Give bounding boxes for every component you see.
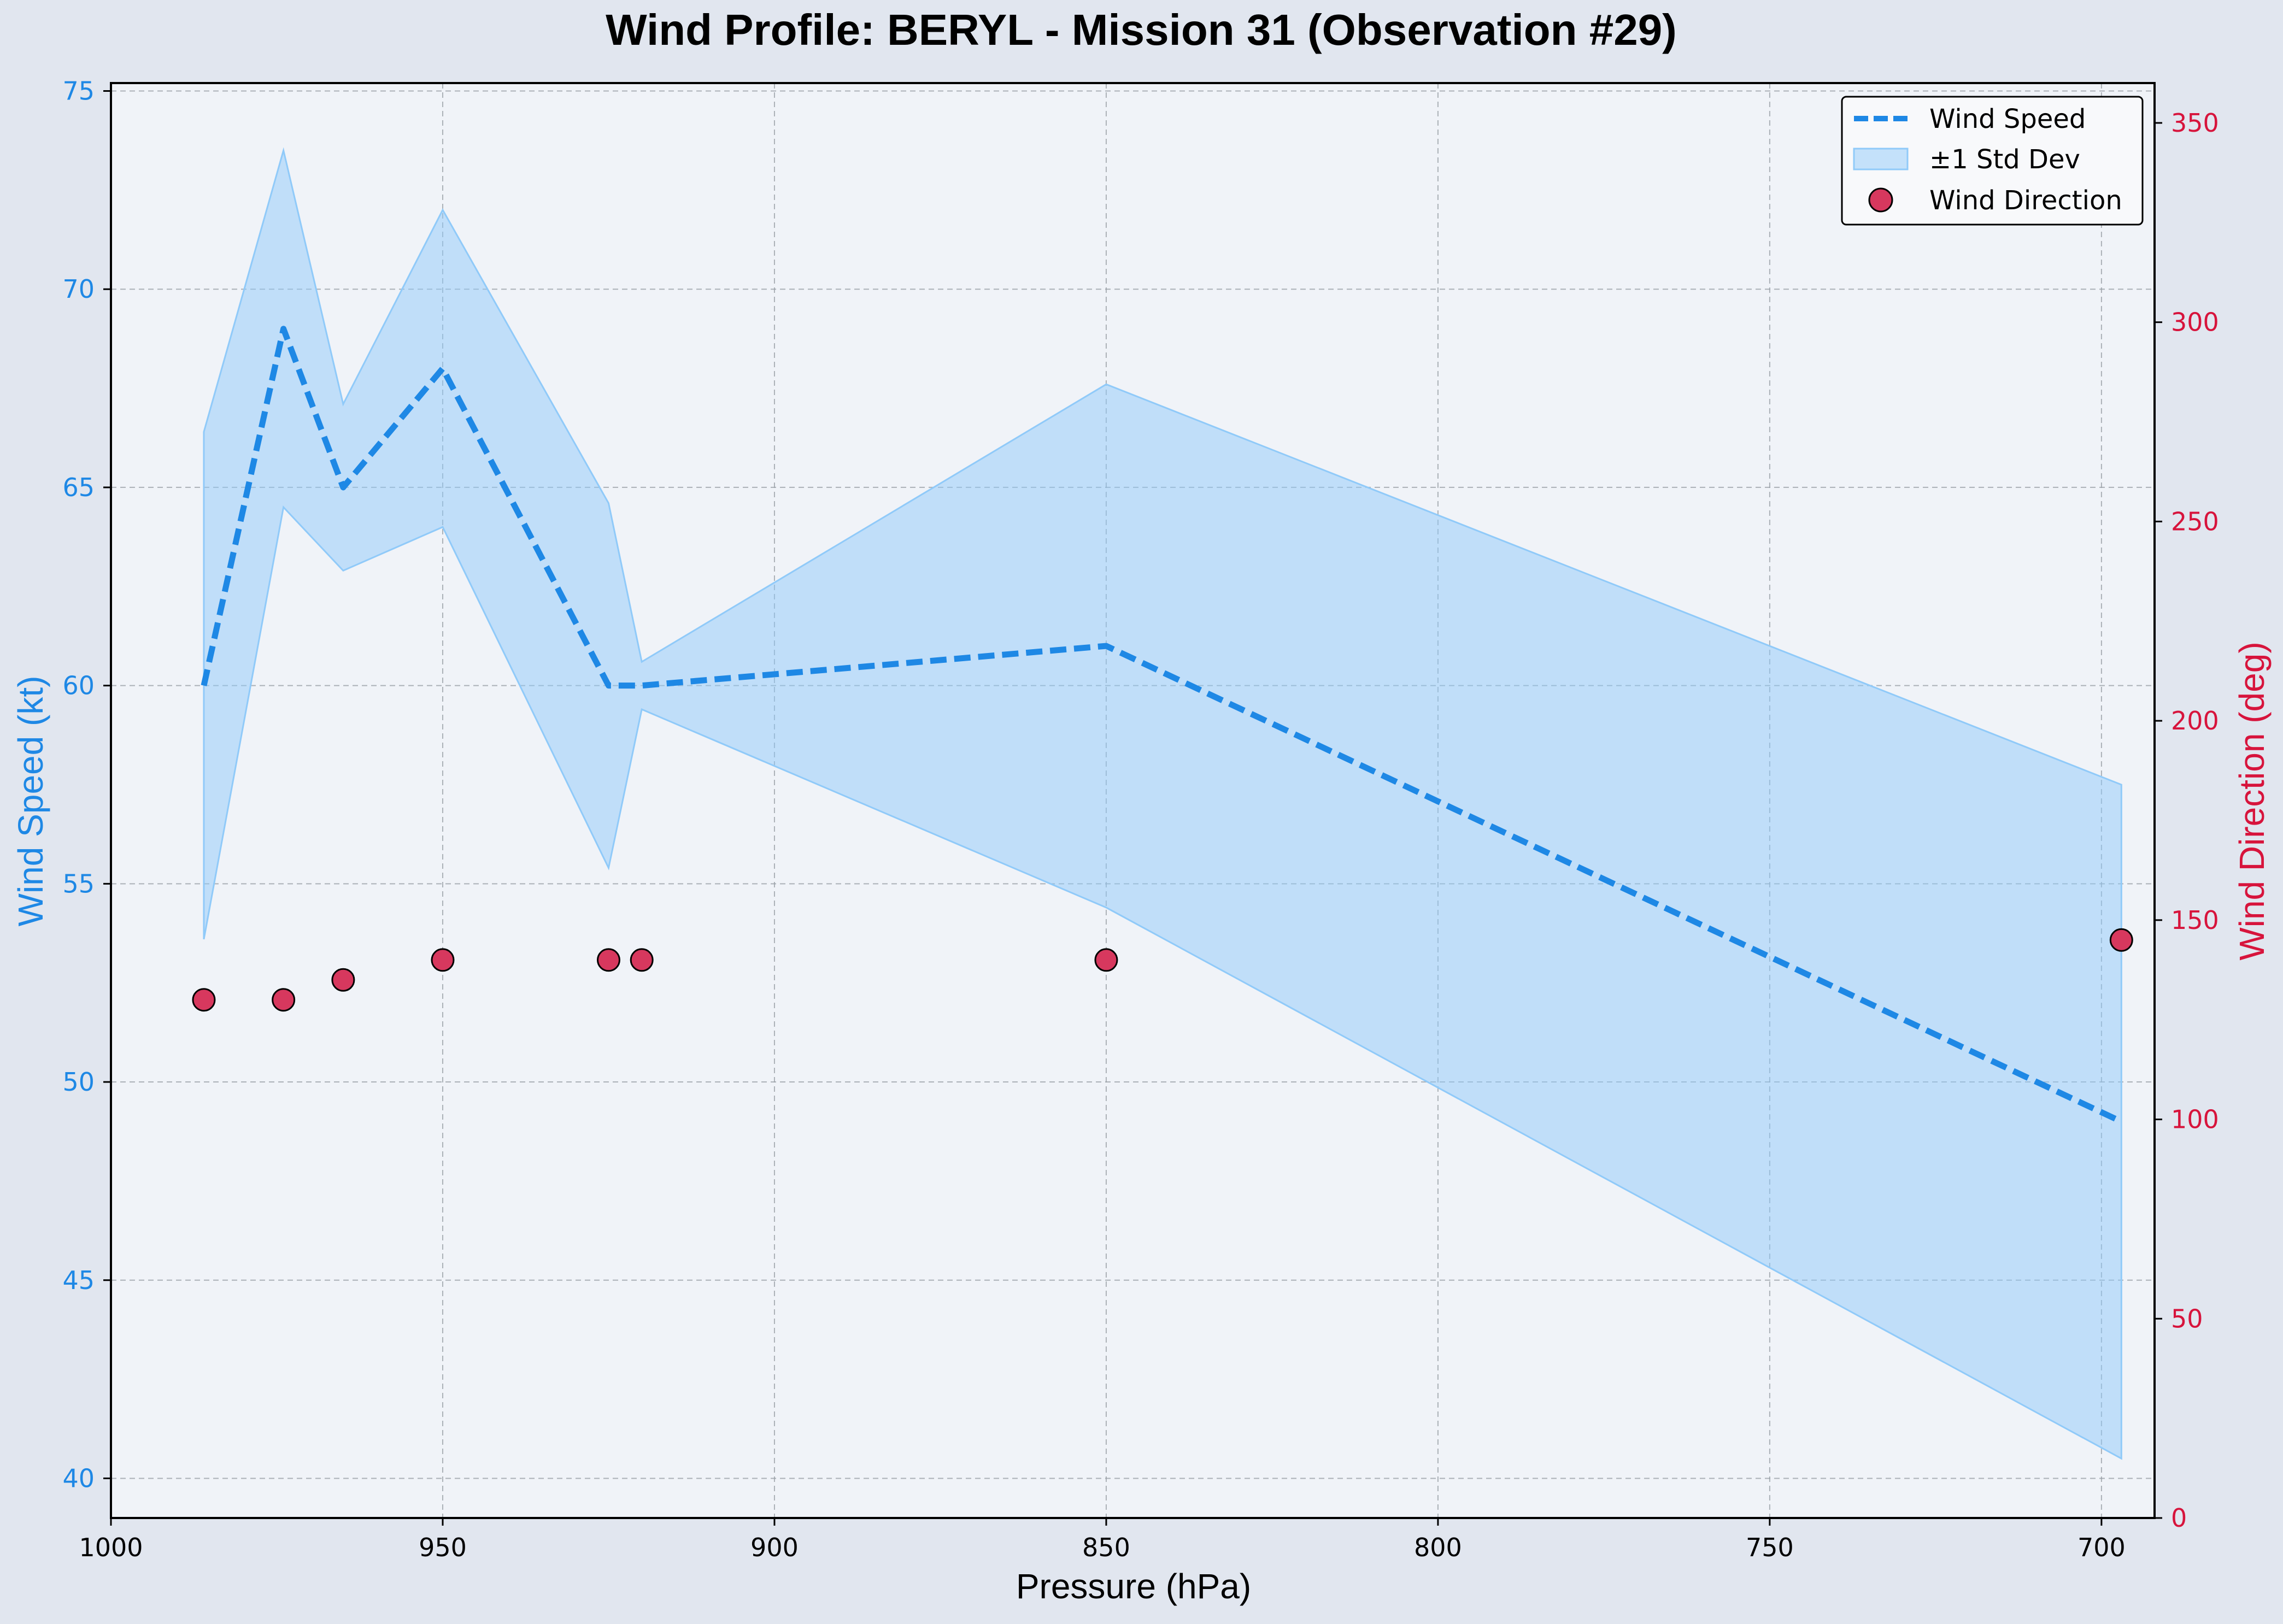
- legend-wind-direction-label: Wind Direction: [1929, 185, 2122, 216]
- y-left-tick-label: 50: [62, 1067, 95, 1097]
- std-dev-band: [203, 147, 2122, 1460]
- y-left-tick-label: 65: [62, 473, 95, 502]
- y-left-tick-label: 75: [62, 77, 95, 106]
- x-tick-label: 700: [2077, 1533, 2126, 1562]
- legend-wind-speed-label: Wind Speed: [1929, 104, 2086, 134]
- legend-box: [1841, 96, 2144, 226]
- x-tick-label: 800: [1414, 1533, 1462, 1562]
- x-tick-label: 950: [419, 1533, 467, 1562]
- legend-wind-direction-swatch: [1868, 187, 1893, 213]
- x-tick-label: 1000: [79, 1533, 143, 1562]
- y-right-tick-label: 350: [2171, 108, 2219, 138]
- y-left-tick-label: 40: [62, 1463, 95, 1493]
- wind-direction-point: [192, 988, 216, 1012]
- y-right-tick-label: 0: [2171, 1503, 2187, 1533]
- wind-direction-point: [331, 968, 355, 992]
- axis-ticks: 1000 950 900 850 800 750 700404550556065707505…: [62, 77, 2219, 1562]
- wind-direction-point: [596, 948, 620, 972]
- y-right-tick-label: 50: [2171, 1304, 2203, 1333]
- y-left-tick-label: 45: [62, 1266, 95, 1295]
- wind-direction-point: [630, 948, 654, 972]
- legend: Wind Speed ±1 Std Dev Wind Direction: [1841, 96, 2144, 226]
- x-axis-label: Pressure (hPa): [1016, 1567, 1251, 1606]
- y-left-tick-label: 70: [62, 274, 95, 304]
- x-tick-label: 850: [1082, 1533, 1130, 1562]
- y-right-tick-label: 100: [2171, 1105, 2219, 1134]
- y-right-tick-label: 250: [2171, 507, 2219, 536]
- chart-title: Wind Profile: BERYL - Mission 31 (Observ…: [606, 5, 1677, 54]
- wind-direction-point: [272, 988, 296, 1012]
- y-left-tick-label: 55: [62, 869, 95, 898]
- y-right-tick-label: 300: [2171, 308, 2219, 337]
- std-dev-band-layer: [203, 147, 2122, 1460]
- y-axis-right-label: Wind Direction (deg): [2232, 642, 2272, 960]
- wind-speed-line-layer: [201, 326, 2123, 1125]
- legend-std-dev-swatch: [1853, 148, 1909, 170]
- wind-direction-point: [2109, 928, 2133, 952]
- wind-direction-points-layer: [192, 928, 2133, 1012]
- y-right-tick-label: 200: [2171, 706, 2219, 735]
- x-tick-label: 900: [750, 1533, 799, 1562]
- y-left-tick-label: 60: [62, 671, 95, 701]
- wind-direction-point: [431, 948, 455, 972]
- wind-speed-line: [201, 326, 2123, 1125]
- legend-std-dev-label: ±1 Std Dev: [1929, 144, 2080, 175]
- plot-frame: [110, 82, 2156, 1519]
- y-right-tick-label: 150: [2171, 905, 2219, 935]
- wind-direction-point: [1094, 948, 1118, 972]
- x-tick-label: 750: [1746, 1533, 1794, 1562]
- y-axis-left-label: Wind Speed (kt): [11, 676, 50, 927]
